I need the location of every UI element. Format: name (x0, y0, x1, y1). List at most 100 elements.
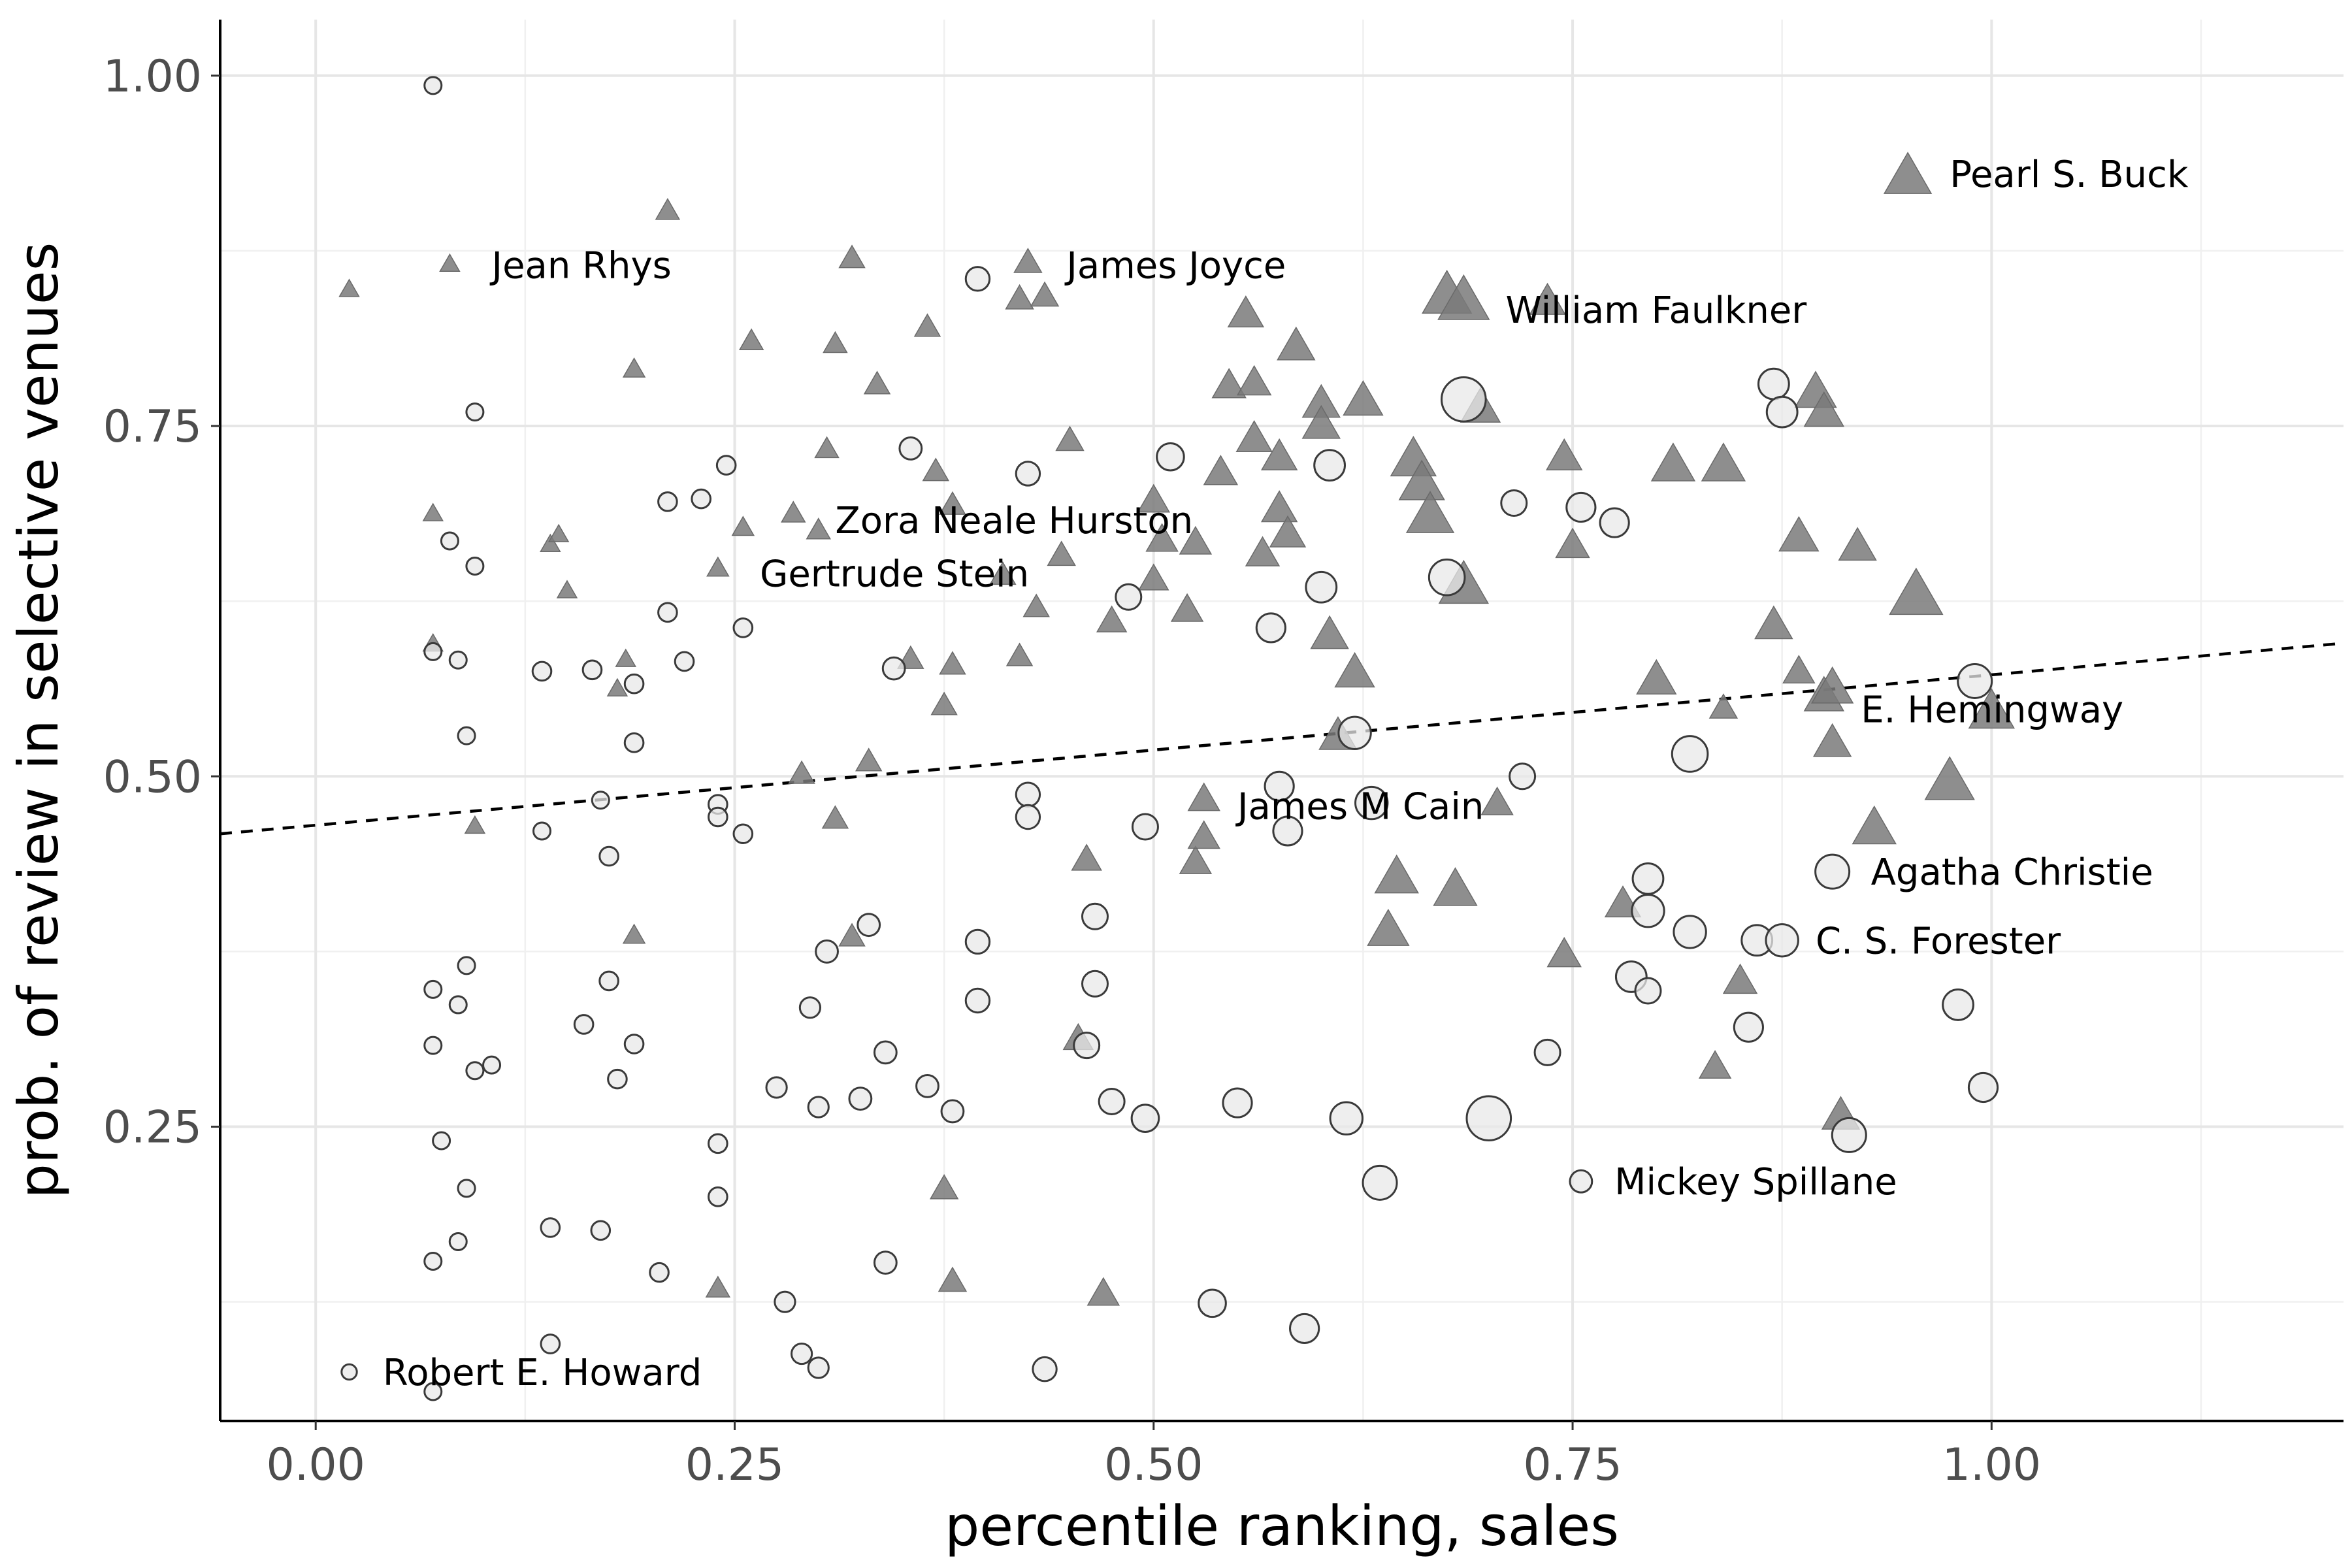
circle-point (1156, 442, 1185, 472)
triangle-point (1030, 281, 1060, 307)
triangle-point (1924, 756, 1975, 800)
x-tick-label: 1.00 (1942, 1439, 2041, 1491)
triangle-point (622, 923, 646, 944)
circle-point (1942, 988, 1974, 1021)
triangle-point (1245, 536, 1281, 566)
triangle-point (1301, 404, 1341, 439)
y-tick-label: 0.50 (103, 751, 202, 803)
circle-point (581, 659, 603, 681)
triangle-point (1343, 380, 1384, 416)
circle-point (873, 1250, 898, 1275)
circle-point (1465, 1095, 1512, 1141)
annotation-label: James Joyce (1064, 244, 1286, 287)
triangle-point (1968, 688, 2016, 729)
triangle-point (1179, 845, 1213, 874)
circle-point (1814, 853, 1851, 890)
circle-point (708, 1133, 728, 1154)
triangle-point (1138, 563, 1169, 591)
circle-point (482, 1055, 502, 1075)
triangle-point (1170, 593, 1204, 622)
triangle-point (547, 523, 570, 542)
circle-point (1631, 894, 1665, 928)
circle-point (1565, 491, 1597, 523)
circle-point (964, 928, 991, 955)
circle-point (1509, 762, 1537, 791)
triangle-point (1013, 248, 1043, 273)
circle-point (1757, 367, 1790, 400)
circle-point (657, 602, 678, 623)
circle-point (465, 557, 485, 576)
circle-point (1289, 1313, 1320, 1345)
triangle-point (814, 436, 840, 459)
circle-point (457, 1179, 476, 1198)
triangle-point (1398, 459, 1445, 500)
circle-point (532, 821, 552, 841)
circle-point (423, 1036, 443, 1055)
triangle-point (422, 502, 444, 521)
axes: 0.00 0.25 0.50 0.75 1.00 0.25 0.50 0.75 1.00 (103, 20, 2344, 1491)
circle-point (691, 488, 711, 510)
triangle-point (731, 515, 755, 536)
circle-point (732, 617, 754, 638)
triangle-point (1367, 909, 1410, 946)
triangle-point (913, 313, 941, 337)
triangle-point (655, 198, 681, 220)
triangle-point (705, 1275, 731, 1298)
circle-point (590, 1220, 612, 1241)
triangle-point (1187, 782, 1220, 811)
triangle-point (439, 253, 461, 272)
circle-point (873, 1040, 898, 1065)
circle-point (1198, 1288, 1227, 1318)
triangle-point (788, 760, 815, 784)
triangle-point (806, 517, 831, 540)
triangle-point (1782, 655, 1816, 684)
circle-point (623, 1034, 645, 1054)
circle-point (964, 266, 991, 292)
triangle-point (606, 678, 629, 696)
triangle-point (1260, 438, 1298, 470)
circle-point (1765, 395, 1799, 429)
y-axis-title: prob. of review in selective venues (7, 242, 71, 1199)
triangle-point (838, 244, 866, 269)
circle-point (964, 987, 991, 1014)
annotation-label: Mickey Spillane (1614, 1161, 1897, 1203)
triangle-point (1310, 615, 1349, 649)
triangle-point (838, 923, 866, 947)
triangle-point (1374, 854, 1419, 894)
circle-point (1569, 1169, 1593, 1194)
annotation-label: William Faulkner (1505, 289, 1807, 332)
circle-point (598, 970, 619, 992)
triangle-point (1005, 642, 1034, 666)
triangle-point (863, 370, 891, 395)
x-axis-title: percentile ranking, sales (945, 1494, 1619, 1558)
circle-point (1673, 915, 1707, 949)
circle-point (423, 1251, 443, 1271)
circle-point (1441, 376, 1487, 423)
triangle-point (1086, 1277, 1120, 1306)
circle-point (423, 642, 443, 661)
circle-point (1831, 1117, 1867, 1153)
circle-point (423, 979, 443, 999)
triangle-point (1722, 963, 1758, 994)
annotation-label: E. Hemingway (1861, 689, 2123, 731)
triangle-point (1390, 436, 1437, 477)
triangle-point (1852, 805, 1897, 845)
triangle-point (1433, 867, 1478, 906)
circle-point (1305, 570, 1338, 604)
circle-point (848, 1086, 873, 1111)
triangle-point (1203, 455, 1239, 485)
circle-point (1765, 923, 1799, 958)
y-tick-label: 1.00 (103, 51, 202, 103)
triangle-point (930, 691, 958, 715)
circle-point (448, 1232, 468, 1251)
triangle-point (1047, 540, 1076, 566)
circle-point (1081, 970, 1109, 998)
circle-point (649, 1262, 670, 1283)
circle-point (1015, 461, 1041, 487)
circle-point (1671, 735, 1709, 773)
annotation-label: Agatha Christie (1871, 851, 2153, 894)
circle-point (573, 1014, 595, 1035)
triangle-point (1187, 820, 1220, 849)
circle-point (1362, 1164, 1398, 1201)
triangle-point (338, 278, 360, 297)
